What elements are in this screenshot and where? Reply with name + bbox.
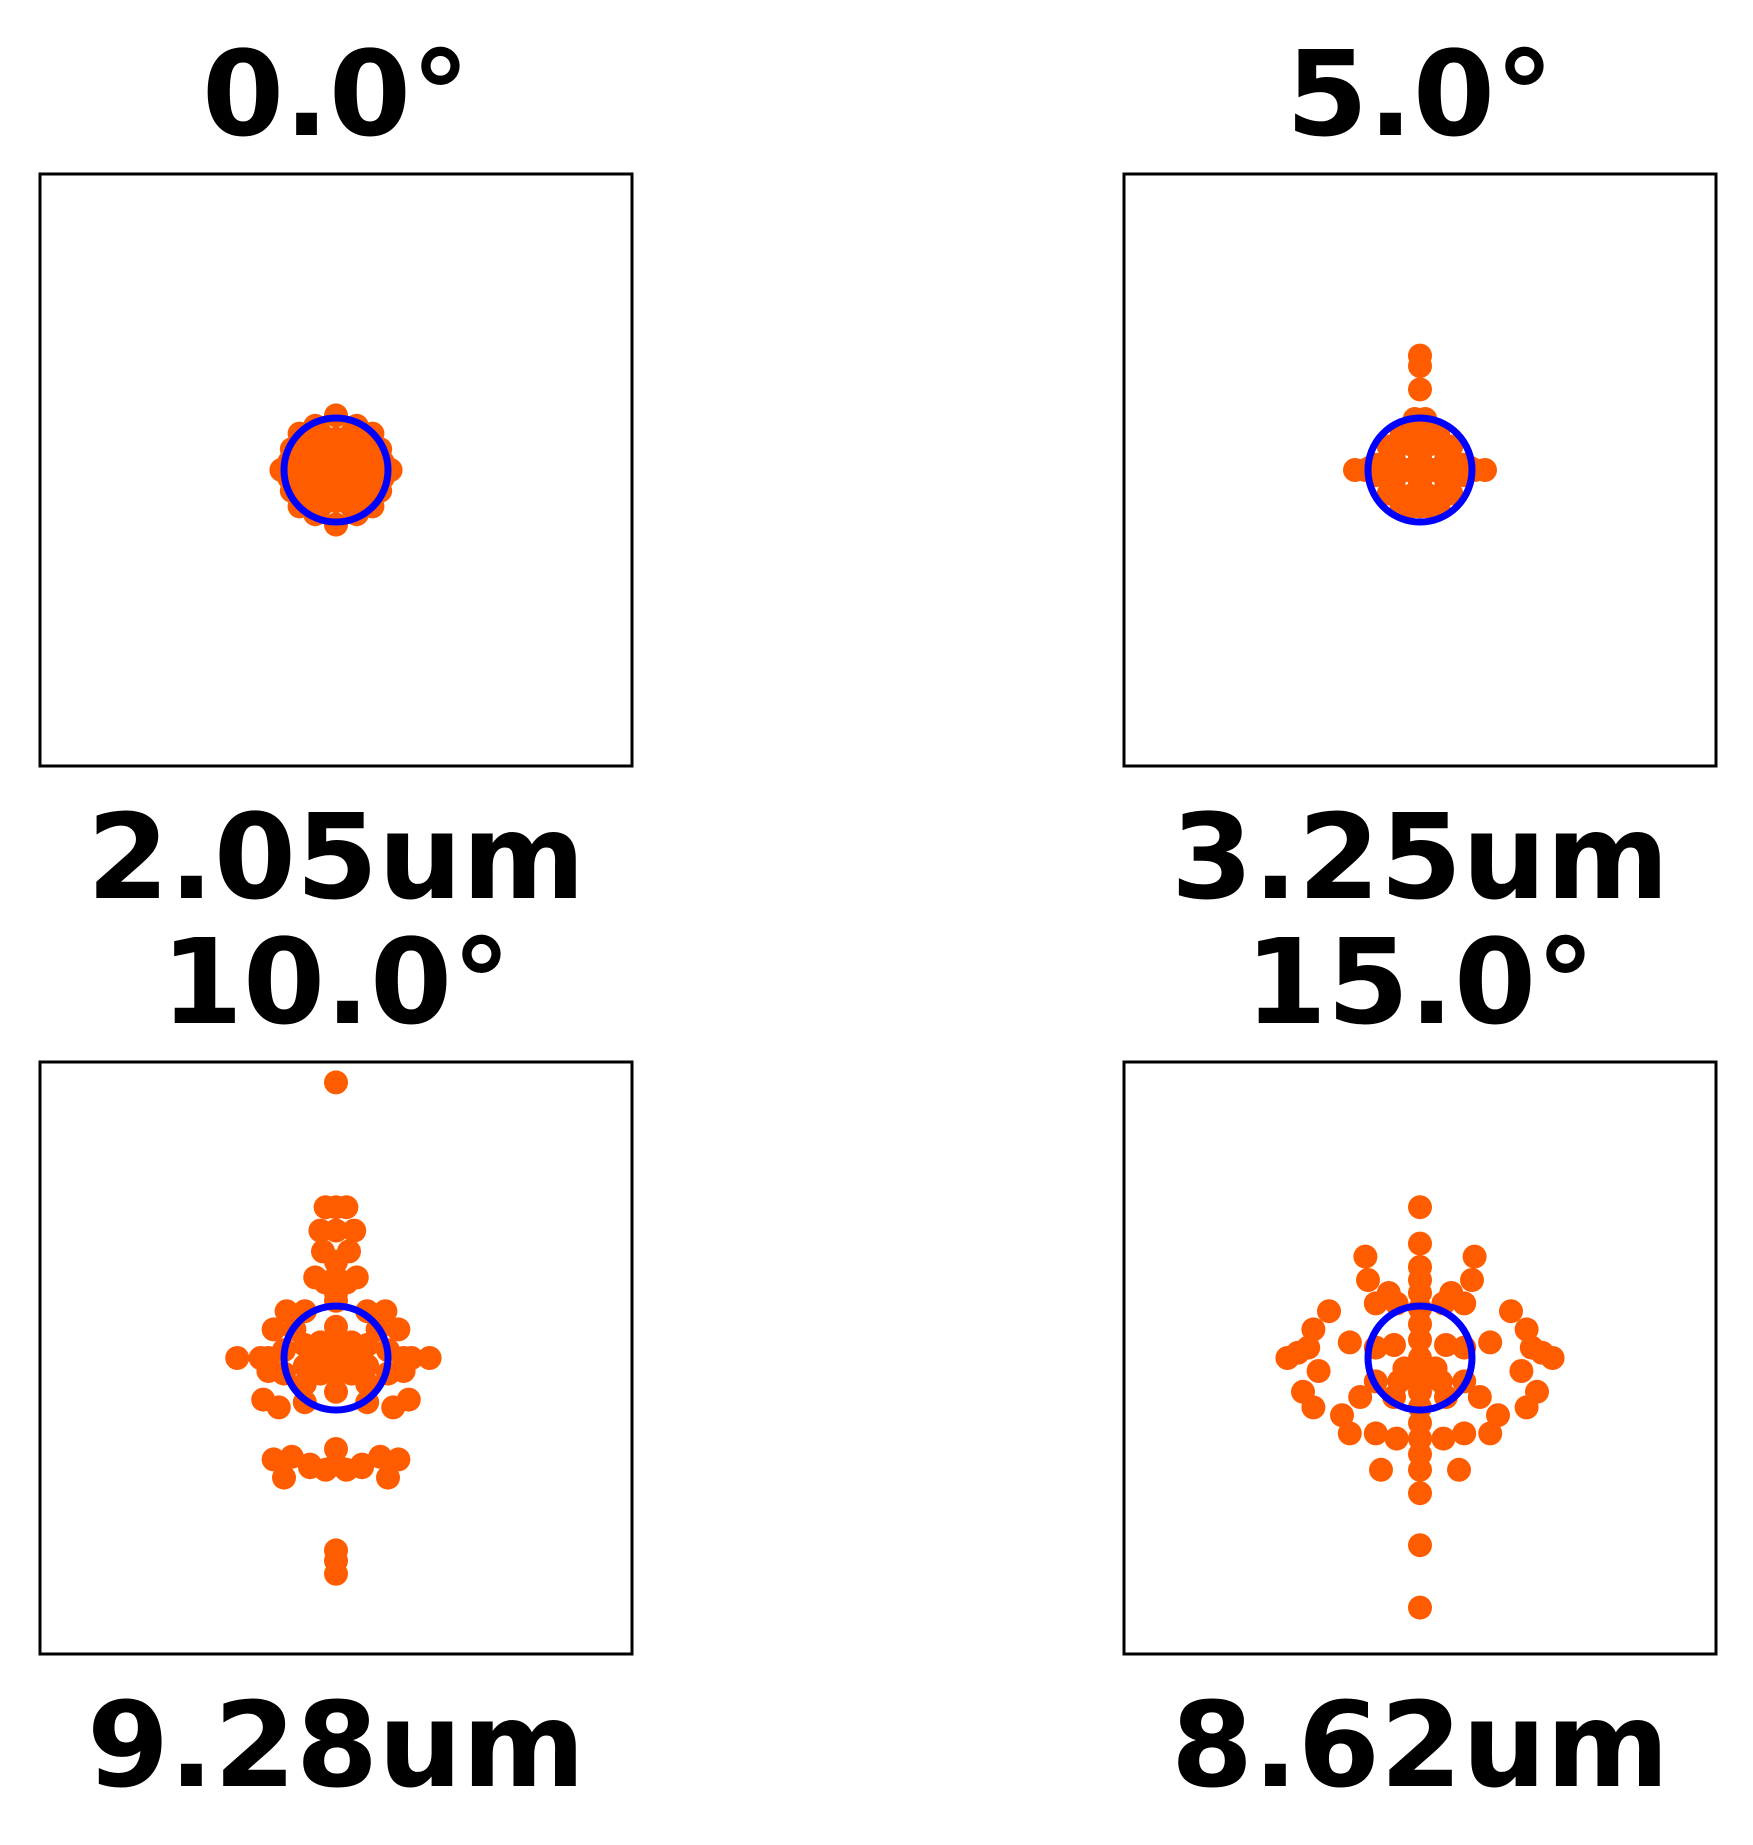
spot-point (1306, 1359, 1331, 1383)
spot-point (339, 1330, 364, 1355)
spot-point (225, 1346, 250, 1370)
spot-point (1353, 1244, 1378, 1269)
spot-point (417, 1346, 442, 1370)
spot-point (1478, 1330, 1503, 1355)
rms-radius-label: 3.25um (1171, 788, 1669, 926)
spot-point (308, 1218, 333, 1243)
spot-point (1301, 1317, 1326, 1342)
spot-point (1400, 494, 1425, 519)
spot-point (1382, 1333, 1406, 1357)
spot-point (266, 1395, 291, 1420)
spot-point (1384, 1426, 1409, 1451)
airy-disk-circle (280, 414, 392, 526)
spot-point (1317, 1299, 1341, 1324)
spot-point (324, 1379, 348, 1404)
spot-point (1499, 1299, 1523, 1324)
spot-point (376, 1465, 400, 1490)
spot-points (1275, 1195, 1565, 1620)
panel-15-deg: 15.0° 8.62um (1122, 913, 1718, 1814)
spot-point (1337, 1421, 1362, 1446)
spot-point (279, 1444, 304, 1469)
spot-point (1348, 1385, 1373, 1409)
spot-point (368, 1444, 393, 1469)
spot-point (1514, 1317, 1539, 1342)
spot-point (1509, 1359, 1534, 1383)
spot-point (324, 1561, 348, 1586)
panel-title: 10.0° (161, 913, 511, 1051)
spot-point (1330, 1403, 1354, 1428)
rms-radius-label: 8.62um (1171, 1676, 1669, 1814)
spot-point (373, 1299, 398, 1324)
panel-10-deg: 10.0° 9.28um (38, 913, 634, 1814)
spot-point (313, 1457, 338, 1482)
spot-point (1369, 1457, 1393, 1482)
spot-point (386, 1447, 411, 1472)
rms-radius-label: 2.05um (87, 788, 585, 926)
spot-point (381, 1395, 406, 1420)
panel-5-deg: 5.0° 3.25um (1122, 25, 1718, 926)
panel-title: 15.0° (1245, 913, 1595, 1051)
spot-point (334, 1195, 359, 1220)
spot-point (1447, 1457, 1471, 1482)
spot-point (1363, 1291, 1388, 1316)
spot-point (342, 1218, 367, 1243)
spot-point (1363, 1421, 1388, 1446)
spot-point (1452, 1421, 1477, 1446)
spot-point (1460, 1268, 1484, 1292)
spot-point (1452, 1291, 1477, 1316)
panel-title: 0.0° (202, 25, 470, 163)
spot-point (261, 1447, 286, 1472)
spot-point (1540, 1346, 1565, 1370)
spot-point (1408, 1481, 1432, 1506)
spot-point (1301, 1395, 1326, 1420)
spot-point (1408, 343, 1432, 368)
spot-point (1408, 1231, 1432, 1256)
spot-point (261, 1317, 286, 1342)
spot-point (313, 1195, 338, 1220)
spot-point (1431, 1426, 1456, 1451)
panel-0-deg: 0.0° 2.05um (38, 25, 634, 926)
spot-point (1478, 1421, 1503, 1446)
spot-point (1356, 1268, 1380, 1292)
spot-point (1408, 377, 1432, 402)
spot-point (1486, 1403, 1510, 1428)
spot-point (1462, 1244, 1487, 1269)
spot-point (324, 1070, 348, 1095)
spot-point (1408, 1533, 1432, 1558)
spot-point (274, 1299, 299, 1324)
spot-point (1408, 1457, 1432, 1482)
airy-disk-circle (280, 1302, 392, 1414)
spot-point (272, 1465, 296, 1490)
spot-point (386, 1317, 411, 1342)
spot-point (1434, 1333, 1458, 1357)
spot-point (308, 1348, 333, 1373)
spot-point (1337, 1330, 1362, 1355)
spot-point (1275, 1346, 1300, 1370)
spot-point (1514, 1395, 1539, 1420)
spot-point (1408, 1595, 1432, 1620)
spot-point (1467, 1385, 1492, 1409)
spot-point (1408, 1195, 1432, 1220)
rms-radius-label: 9.28um (87, 1676, 585, 1814)
spot-point (308, 1330, 333, 1355)
spot-point (1408, 1327, 1432, 1352)
spot-point (334, 1457, 359, 1482)
airy-disk-circle (1364, 414, 1476, 526)
airy-disk-circle (1364, 1302, 1476, 1414)
panel-title: 5.0° (1286, 25, 1554, 163)
spot-point (339, 1348, 364, 1373)
